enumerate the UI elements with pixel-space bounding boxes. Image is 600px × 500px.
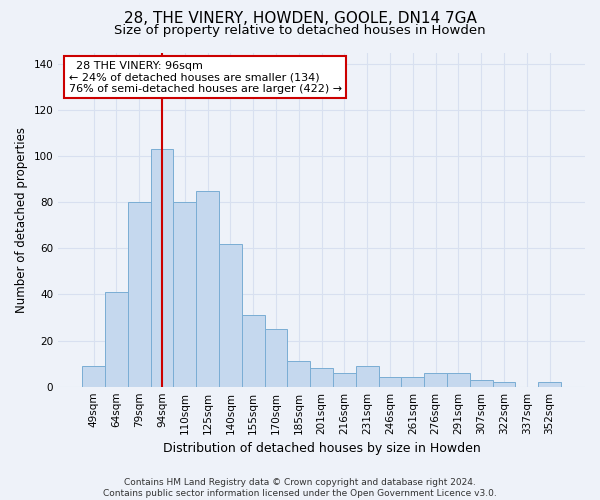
- Bar: [196, 191, 219, 386]
- Bar: [379, 378, 401, 386]
- Text: 28 THE VINERY: 96sqm
← 24% of detached houses are smaller (134)
76% of semi-deta: 28 THE VINERY: 96sqm ← 24% of detached h…: [69, 61, 342, 94]
- Bar: [447, 373, 470, 386]
- Text: 28, THE VINERY, HOWDEN, GOOLE, DN14 7GA: 28, THE VINERY, HOWDEN, GOOLE, DN14 7GA: [124, 11, 476, 26]
- Bar: [128, 202, 151, 386]
- Y-axis label: Number of detached properties: Number of detached properties: [15, 126, 28, 312]
- Text: Contains HM Land Registry data © Crown copyright and database right 2024.
Contai: Contains HM Land Registry data © Crown c…: [103, 478, 497, 498]
- Bar: [470, 380, 493, 386]
- Bar: [265, 329, 287, 386]
- Bar: [493, 382, 515, 386]
- Bar: [151, 150, 173, 386]
- Bar: [82, 366, 105, 386]
- Bar: [105, 292, 128, 386]
- Bar: [287, 362, 310, 386]
- Bar: [424, 373, 447, 386]
- Bar: [242, 315, 265, 386]
- X-axis label: Distribution of detached houses by size in Howden: Distribution of detached houses by size …: [163, 442, 481, 455]
- Bar: [333, 373, 356, 386]
- Bar: [310, 368, 333, 386]
- Text: Size of property relative to detached houses in Howden: Size of property relative to detached ho…: [114, 24, 486, 37]
- Bar: [173, 202, 196, 386]
- Bar: [401, 378, 424, 386]
- Bar: [538, 382, 561, 386]
- Bar: [356, 366, 379, 386]
- Bar: [219, 244, 242, 386]
